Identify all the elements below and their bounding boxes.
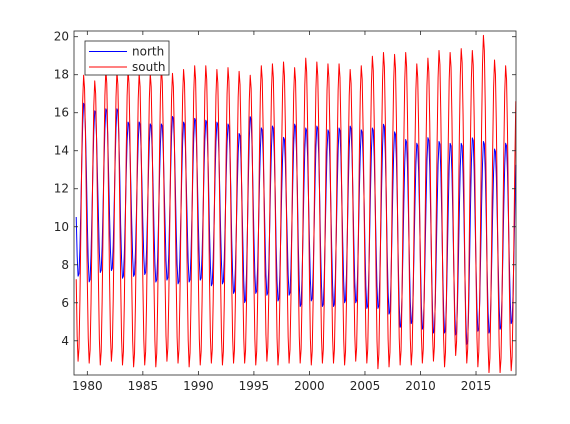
legend-label-south: south [132, 60, 166, 74]
y-tick-label: 18 [54, 68, 69, 82]
x-tick-label: 1980 [72, 379, 103, 393]
x-tick-label: 2005 [350, 379, 381, 393]
y-tick-label: 16 [54, 106, 69, 120]
y-tick-label: 8 [61, 258, 69, 272]
y-tick-label: 12 [54, 182, 69, 196]
x-tick-label: 1985 [128, 379, 159, 393]
x-tick-label: 2010 [405, 379, 436, 393]
legend-box [84, 40, 170, 76]
x-tick-label: 1995 [239, 379, 270, 393]
x-tick-label: 2015 [461, 379, 492, 393]
y-tick-label: 6 [61, 296, 69, 310]
plot-area-background [74, 31, 516, 375]
y-tick-label: 14 [54, 144, 69, 158]
series-line-south [75, 34, 517, 374]
x-tick-label: 2000 [294, 379, 325, 393]
y-tick-label: 20 [54, 30, 69, 44]
y-tick-label: 4 [61, 334, 69, 348]
x-axis: 1980 1985 1990 1995 2000 2005 2010 2015 [72, 31, 491, 393]
y-axis: 4 6 8 10 12 14 16 18 20 [54, 30, 516, 348]
axes-box [73, 30, 517, 376]
legend-label-north: north [132, 45, 164, 59]
legend: north south [84, 40, 170, 76]
y-tick-label: 10 [54, 220, 69, 234]
x-tick-label: 1990 [183, 379, 214, 393]
series-layer [75, 34, 517, 374]
